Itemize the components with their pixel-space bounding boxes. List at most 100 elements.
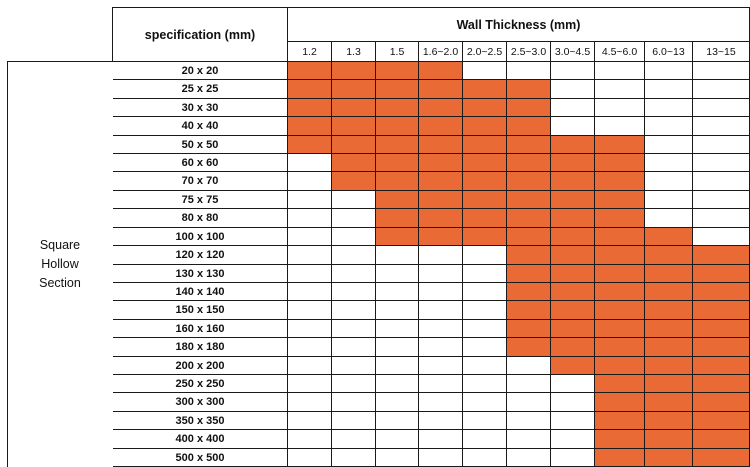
availability-cell-filled bbox=[595, 449, 645, 467]
availability-cell-filled bbox=[419, 99, 463, 117]
availability-cell-empty bbox=[507, 357, 551, 375]
availability-cell-empty bbox=[507, 62, 551, 80]
availability-cell-empty bbox=[463, 375, 507, 393]
availability-cell-empty bbox=[288, 449, 332, 467]
availability-cell-empty bbox=[463, 283, 507, 301]
availability-cell-filled bbox=[507, 283, 551, 301]
availability-cell-empty bbox=[376, 412, 419, 430]
availability-cell-filled bbox=[288, 99, 332, 117]
availability-cell-empty bbox=[693, 191, 750, 209]
availability-cell-filled bbox=[507, 320, 551, 338]
availability-cell-empty bbox=[332, 228, 376, 246]
availability-cell-empty bbox=[419, 265, 463, 283]
availability-cell-empty bbox=[376, 449, 419, 467]
availability-cell-empty bbox=[376, 320, 419, 338]
availability-cell-filled bbox=[288, 117, 332, 136]
availability-cell-empty bbox=[551, 375, 595, 393]
availability-cell-filled bbox=[551, 172, 595, 191]
availability-cell-filled bbox=[595, 320, 645, 338]
availability-cell-empty bbox=[288, 172, 332, 191]
availability-cell-filled bbox=[463, 191, 507, 209]
availability-cell-empty bbox=[332, 246, 376, 265]
availability-cell-empty bbox=[463, 301, 507, 320]
spec-cell: 120 x 120 bbox=[113, 246, 288, 265]
availability-cell-filled bbox=[419, 154, 463, 172]
availability-cell-filled bbox=[595, 375, 645, 393]
thickness-column-header: 1.2 bbox=[288, 42, 332, 62]
availability-cell-filled bbox=[645, 338, 693, 357]
availability-cell-empty bbox=[419, 338, 463, 357]
availability-cell-filled bbox=[693, 265, 750, 283]
availability-cell-empty bbox=[376, 301, 419, 320]
availability-cell-filled bbox=[463, 154, 507, 172]
availability-cell-filled bbox=[507, 172, 551, 191]
thickness-column-header: 4.5~6.0 bbox=[595, 42, 645, 62]
category-line: Section bbox=[39, 276, 81, 290]
availability-cell-filled bbox=[376, 80, 419, 99]
availability-cell-empty bbox=[288, 209, 332, 228]
availability-cell-empty bbox=[645, 117, 693, 136]
availability-cell-empty bbox=[463, 357, 507, 375]
availability-cell-filled bbox=[463, 80, 507, 99]
availability-cell-filled bbox=[551, 154, 595, 172]
availability-cell-empty bbox=[551, 449, 595, 467]
availability-cell-filled bbox=[693, 357, 750, 375]
availability-cell-filled bbox=[332, 80, 376, 99]
thickness-column-header: 1.6~2.0 bbox=[419, 42, 463, 62]
spec-cell: 30 x 30 bbox=[113, 99, 288, 117]
availability-cell-filled bbox=[595, 136, 645, 154]
availability-cell-empty bbox=[332, 430, 376, 449]
availability-cell-empty bbox=[419, 320, 463, 338]
spec-cell: 70 x 70 bbox=[113, 172, 288, 191]
spec-cell: 300 x 300 bbox=[113, 393, 288, 412]
availability-cell-filled bbox=[645, 393, 693, 412]
availability-cell-filled bbox=[332, 117, 376, 136]
availability-cell-empty bbox=[376, 393, 419, 412]
availability-cell-empty bbox=[693, 136, 750, 154]
availability-cell-empty bbox=[376, 246, 419, 265]
availability-cell-filled bbox=[332, 154, 376, 172]
availability-cell-filled bbox=[693, 412, 750, 430]
availability-cell-empty bbox=[693, 117, 750, 136]
availability-cell-empty bbox=[463, 246, 507, 265]
availability-cell-filled bbox=[551, 228, 595, 246]
availability-cell-empty bbox=[332, 375, 376, 393]
thickness-column-header: 3.0~4.5 bbox=[551, 42, 595, 62]
availability-cell-filled bbox=[693, 301, 750, 320]
availability-cell-empty bbox=[645, 191, 693, 209]
availability-cell-filled bbox=[595, 246, 645, 265]
spec-cell: 350 x 350 bbox=[113, 412, 288, 430]
availability-cell-empty bbox=[645, 80, 693, 99]
availability-cell-filled bbox=[645, 357, 693, 375]
availability-cell-filled bbox=[507, 338, 551, 357]
availability-cell-filled bbox=[551, 136, 595, 154]
spec-cell: 100 x 100 bbox=[113, 228, 288, 246]
availability-cell-empty bbox=[507, 393, 551, 412]
table-top-border bbox=[112, 7, 750, 8]
spec-cell: 200 x 200 bbox=[113, 357, 288, 375]
availability-cell-filled bbox=[595, 338, 645, 357]
availability-cell-filled bbox=[693, 246, 750, 265]
availability-cell-filled bbox=[507, 246, 551, 265]
availability-cell-filled bbox=[595, 209, 645, 228]
category-line: Hollow bbox=[41, 257, 79, 271]
category-left-border bbox=[7, 61, 8, 467]
category-label: Square Hollow Section bbox=[39, 236, 81, 293]
availability-cell-empty bbox=[419, 412, 463, 430]
availability-cell-empty bbox=[332, 338, 376, 357]
category-top-border bbox=[7, 61, 113, 62]
availability-cell-filled bbox=[645, 320, 693, 338]
availability-cell-filled bbox=[419, 62, 463, 80]
spec-cell: 50 x 50 bbox=[113, 136, 288, 154]
availability-cell-empty bbox=[376, 430, 419, 449]
availability-cell-filled bbox=[463, 99, 507, 117]
availability-cell-empty bbox=[288, 191, 332, 209]
availability-cell-filled bbox=[645, 375, 693, 393]
availability-cell-filled bbox=[419, 172, 463, 191]
thickness-column-header: 6.0~13 bbox=[645, 42, 693, 62]
spec-cell: 180 x 180 bbox=[113, 338, 288, 357]
availability-cell-filled bbox=[645, 228, 693, 246]
availability-cell-empty bbox=[376, 357, 419, 375]
availability-cell-filled bbox=[693, 338, 750, 357]
availability-cell-filled bbox=[419, 136, 463, 154]
